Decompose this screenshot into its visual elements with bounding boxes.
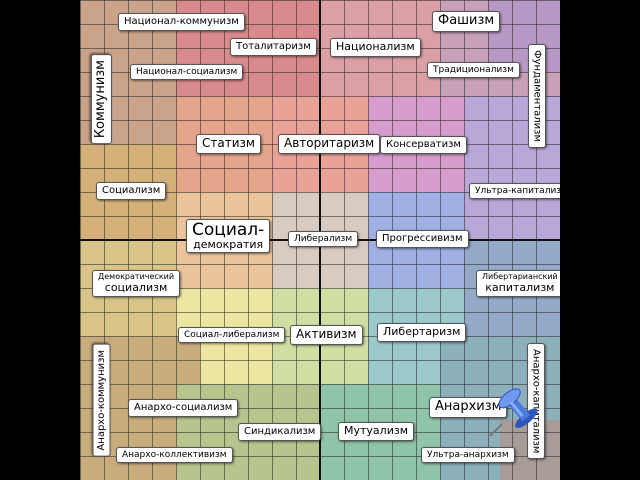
label-activism: Активизм xyxy=(290,325,363,345)
label-fascism: Фашизм xyxy=(432,11,501,32)
label-national-communism: Национал-коммунизм xyxy=(118,13,245,31)
label-democratic-socialism-line1: Демократический xyxy=(98,272,175,281)
label-ultra-capitalism: Ультра-капитализм xyxy=(469,183,560,200)
label-socialism: Социализм xyxy=(96,182,167,200)
label-democratic-socialism: Демократический социализм xyxy=(92,270,181,297)
label-nationalism: Национализм xyxy=(330,38,421,57)
label-statism: Статизм xyxy=(196,134,261,154)
label-libertarian-capitalism-line1: Либертарианский xyxy=(482,272,558,281)
label-syndicalism: Синдикализм xyxy=(238,423,322,441)
label-anarchism: Анархизм xyxy=(429,397,508,418)
label-social-democracy: Социал- демократия xyxy=(186,219,271,253)
label-fundamentalism: Фундаментализм xyxy=(528,44,546,149)
label-libertarian-capitalism: Либертарианский капитализм xyxy=(476,270,560,297)
political-compass-chart: Национал-коммунизм Фашизм Тоталитаризм Н… xyxy=(80,0,560,480)
label-communism: Коммунизм xyxy=(91,54,112,145)
label-anarcho-capitalism: Анархо-капитализм xyxy=(527,343,545,460)
label-anarcho-socialism: Анархо-социализм xyxy=(128,399,239,417)
label-democratic-socialism-line2: социализм xyxy=(104,280,168,294)
pushpin-marker-icon[interactable] xyxy=(488,378,544,438)
label-conservatism: Консерватизм xyxy=(380,136,467,154)
label-liberalism: Либерализм xyxy=(288,231,359,248)
label-mutualism: Мутуализм xyxy=(338,422,414,441)
label-authoritarianism: Авторитаризм xyxy=(278,134,381,154)
label-ultra-anarchism: Ультра-анархизм xyxy=(421,447,515,464)
label-social-democracy-line1: Социал- xyxy=(192,220,265,240)
label-libertarian-capitalism-line2: капитализм xyxy=(485,280,555,294)
label-anarcho-collectivism: Анархо-коллективизм xyxy=(116,447,233,464)
label-libertarianism: Либертаризм xyxy=(377,323,467,342)
label-totalitarianism: Тоталитаризм xyxy=(230,38,317,56)
label-anarcho-communism: Анархо-коммунизм xyxy=(93,344,111,457)
label-social-liberalism: Социал-либерализм xyxy=(178,327,286,344)
label-traditionalism: Традиционализм xyxy=(427,62,520,79)
label-national-socialism: Национал-социализм xyxy=(130,64,244,81)
label-progressivism: Прогрессивизм xyxy=(376,230,469,248)
label-social-democracy-line2: демократия xyxy=(193,238,264,251)
